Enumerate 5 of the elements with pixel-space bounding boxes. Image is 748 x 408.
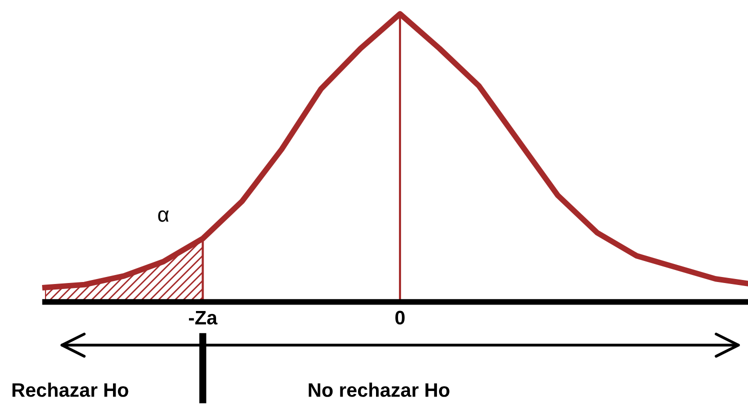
x-tick-label: 0 xyxy=(395,310,405,325)
x-tick-label: -Za xyxy=(188,310,218,325)
text: Rechazar Ho xyxy=(12,382,128,397)
text: No rechazar Ho xyxy=(308,382,450,397)
annotation: α xyxy=(158,210,169,222)
